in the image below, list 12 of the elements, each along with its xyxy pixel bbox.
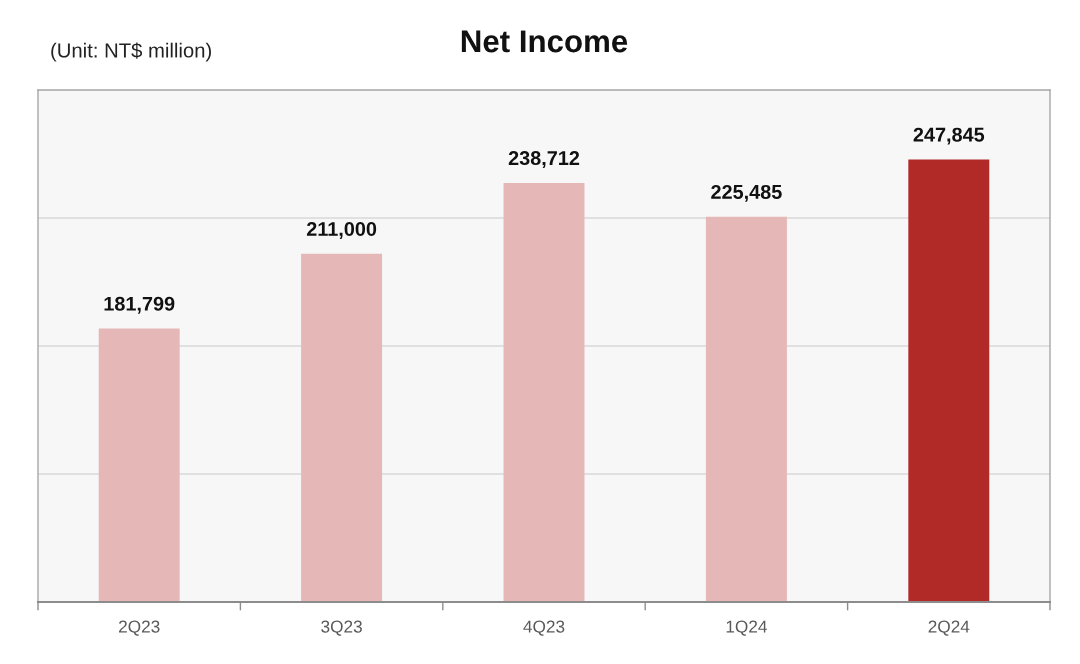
x-tick-label: 2Q24 bbox=[928, 620, 970, 636]
x-tick-label: 4Q23 bbox=[523, 620, 565, 636]
x-tick-label: 2Q23 bbox=[119, 620, 160, 636]
data-label: 225,485 bbox=[711, 184, 782, 202]
data-label: 181,799 bbox=[104, 296, 175, 314]
x-tick-label: 1Q24 bbox=[726, 620, 767, 636]
x-tick-label: 3Q23 bbox=[321, 620, 362, 636]
chart-subtitle: (Unit: NT$ million) bbox=[51, 42, 211, 62]
data-label: 247,845 bbox=[913, 127, 985, 145]
chart-title: Net Income bbox=[461, 30, 628, 53]
data-label: 211,000 bbox=[306, 221, 377, 239]
data-label: 238,712 bbox=[508, 151, 580, 168]
